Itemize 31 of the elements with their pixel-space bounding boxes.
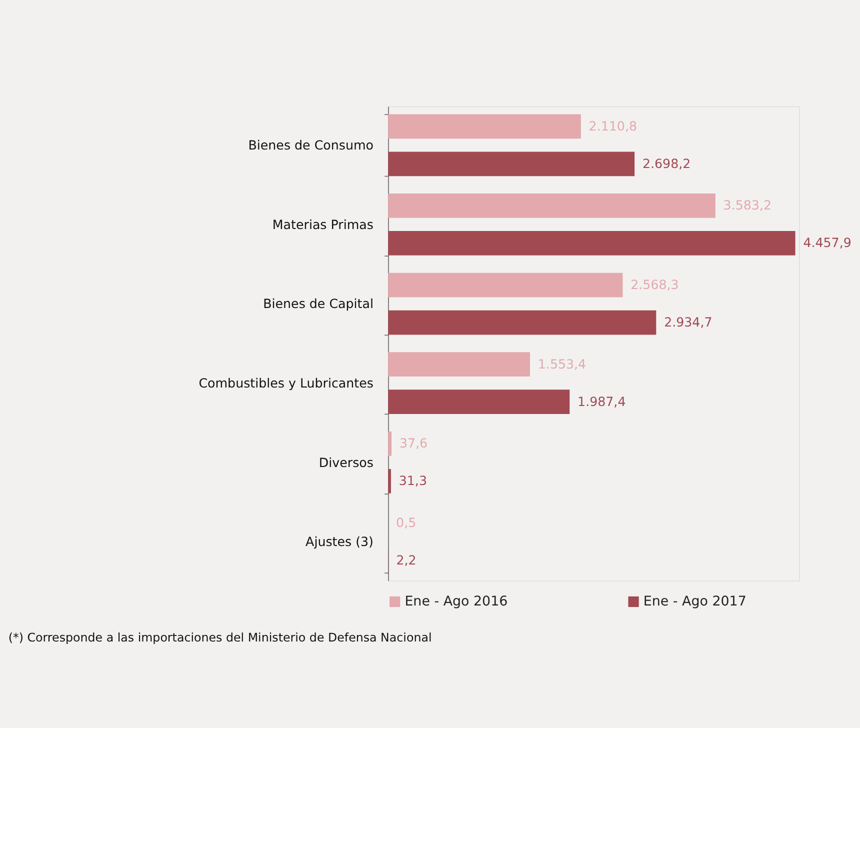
bar — [388, 114, 581, 139]
data-label: 2.110,8 — [588, 118, 638, 134]
data-label: 1.987,4 — [578, 394, 626, 409]
bar — [388, 431, 392, 456]
legend-label: Ene - Ago 2017 — [643, 594, 746, 610]
data-label: 2.698,2 — [642, 156, 691, 171]
text: (*) Corresponde a las importaciones del Ministerio de Defensa Nacional — [8, 630, 432, 644]
bar — [388, 194, 716, 218]
bar — [388, 272, 623, 298]
y-tick-label: Combustibles y Lubricantes — [198, 375, 374, 390]
data-label: 4.457,9 — [803, 235, 852, 250]
bar — [388, 310, 656, 335]
bar — [388, 390, 570, 414]
y-tick-label: Materias Primas — [272, 216, 374, 232]
y-tick-label: Bienes de Capital — [263, 296, 374, 312]
bar — [388, 152, 635, 176]
y-tick-label: Bienes de Consumo — [248, 138, 374, 153]
data-label: 0,5 — [396, 514, 416, 530]
data-label: 2.934,7 — [664, 314, 712, 330]
data-label: 2.568,3 — [630, 277, 679, 292]
data-label: 3.583,2 — [723, 198, 772, 213]
y-tick-label: Ajustes (3) — [306, 534, 374, 550]
data-label: 1.553,4 — [538, 356, 586, 372]
bar — [388, 352, 530, 377]
bar — [388, 468, 391, 494]
data-label: 2,2 — [396, 552, 416, 568]
data-label: 37,6 — [399, 436, 428, 451]
data-label: 31,3 — [398, 473, 427, 488]
bar — [388, 231, 796, 256]
y-tick-label: Diversos — [318, 454, 374, 470]
legend-label: Ene - Ago 2016 — [404, 594, 508, 610]
